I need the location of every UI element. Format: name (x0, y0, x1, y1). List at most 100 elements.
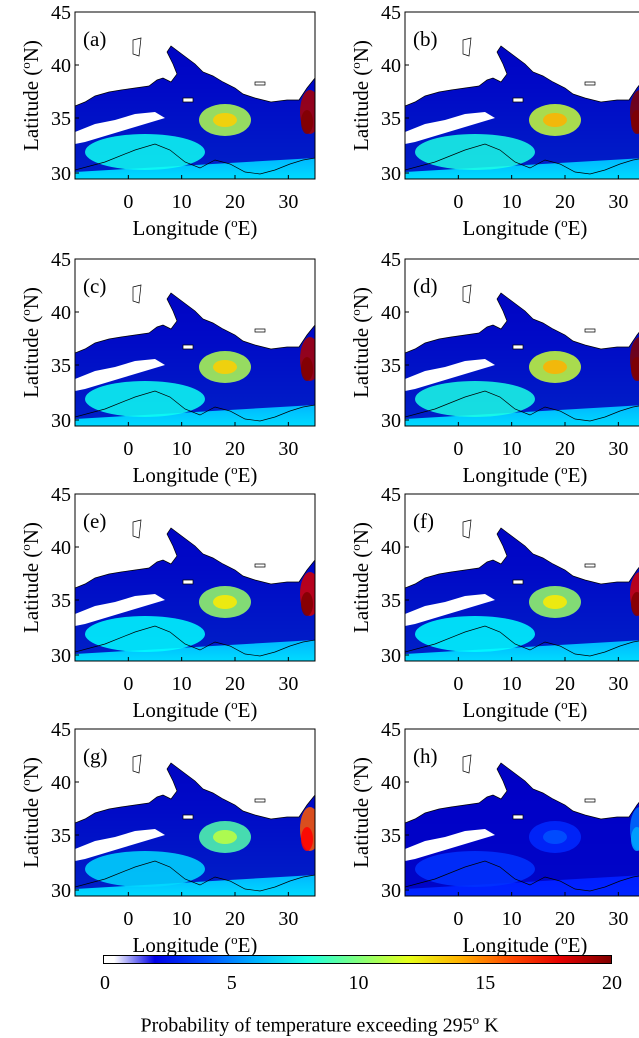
x-tick-label: 0 (123, 908, 133, 930)
x-tick-label: 0 (453, 673, 463, 695)
x-tick-label: 10 (172, 191, 192, 213)
y-axis-label: Latitude (oN) (18, 522, 43, 633)
y-tick-label: 40 (381, 537, 401, 559)
y-tick-label: 45 (381, 484, 401, 506)
x-tick-label: 30 (608, 191, 628, 213)
panel-label: (g) (83, 744, 108, 768)
y-axis-label: Latitude (oN) (18, 40, 43, 151)
x-tick-label: 0 (453, 438, 463, 460)
x-axis-label: Longitude (oE) (463, 215, 588, 240)
x-tick-label: 20 (555, 673, 575, 695)
sea-surface-field (75, 494, 315, 661)
x-tick-label: 0 (123, 191, 133, 213)
y-tick-label: 45 (51, 484, 71, 506)
y-tick-label: 30 (51, 163, 71, 185)
y-tick-label: 40 (381, 772, 401, 794)
y-tick-label: 30 (381, 645, 401, 667)
sea-surface-field (405, 729, 639, 896)
x-axis-label: Longitude (oE) (133, 462, 258, 487)
x-tick-label: 30 (278, 908, 298, 930)
panel-label: (b) (413, 27, 438, 51)
x-tick-label: 30 (278, 191, 298, 213)
x-tick-label: 0 (453, 908, 463, 930)
x-tick-label: 30 (278, 438, 298, 460)
x-tick-label: 30 (608, 908, 628, 930)
y-tick-label: 30 (51, 880, 71, 902)
y-tick-label: 35 (51, 825, 71, 847)
map-panel: (d) 45 40 35 30 0 10 20 30 Longitude (oE) Latitude… (330, 247, 639, 487)
y-tick-label: 45 (51, 719, 71, 741)
map-panel: (f) 45 40 35 30 0 10 20 30 Longitude (oE) Latitude… (330, 482, 639, 722)
colorbar-tick: 0 (100, 972, 110, 994)
x-tick-label: 30 (608, 438, 628, 460)
sea-surface-field (405, 12, 639, 179)
sea-surface-field (75, 12, 315, 179)
y-tick-label: 30 (381, 410, 401, 432)
x-tick-label: 30 (278, 673, 298, 695)
x-axis-label: Longitude (oE) (133, 932, 258, 957)
map-panel-svg: (f) 45 40 35 30 0 10 20 30 Longitude (oE) Latitude… (348, 484, 639, 722)
map-panel: (e) 45 40 35 30 0 10 20 30 Longitude (oE) Latitude… (0, 482, 330, 722)
y-tick-label: 40 (381, 55, 401, 77)
x-tick-label: 10 (502, 438, 522, 460)
panel-label: (e) (83, 509, 106, 533)
map-panel-svg: (d) 45 40 35 30 0 10 20 30 Longitude (oE) Latitude… (348, 249, 639, 487)
y-tick-label: 45 (381, 249, 401, 271)
x-tick-label: 20 (225, 191, 245, 213)
panel-label: (h) (413, 744, 438, 768)
y-tick-label: 35 (51, 355, 71, 377)
panel-label: (c) (83, 274, 106, 298)
panel-label: (f) (413, 509, 434, 533)
x-axis-label: Longitude (oE) (463, 697, 588, 722)
x-tick-label: 20 (555, 191, 575, 213)
x-tick-label: 10 (172, 673, 192, 695)
y-axis-label: Latitude (oN) (348, 287, 373, 398)
x-tick-label: 20 (225, 908, 245, 930)
map-panel: (g) 45 40 35 30 0 10 20 30 Longitude (oE) Latitude… (0, 717, 330, 957)
colorbar-title: Probability of temperature exceeding 295… (140, 1012, 499, 1037)
y-tick-label: 40 (51, 302, 71, 324)
y-tick-label: 30 (51, 645, 71, 667)
x-tick-label: 10 (502, 908, 522, 930)
sea-surface-field (405, 494, 639, 661)
x-tick-label: 10 (172, 908, 192, 930)
y-axis-label: Latitude (oN) (348, 40, 373, 151)
y-axis-label: Latitude (oN) (18, 287, 43, 398)
y-tick-label: 40 (51, 772, 71, 794)
y-tick-label: 35 (51, 108, 71, 130)
map-panel: (a) 45 40 35 30 0 10 20 30 Longitude (oE) Latitude… (0, 0, 330, 240)
colorbar-tick: 20 (602, 972, 622, 994)
colorbar (103, 955, 612, 964)
y-tick-label: 30 (381, 880, 401, 902)
x-axis-label: Longitude (oE) (463, 932, 588, 957)
y-tick-label: 35 (51, 590, 71, 612)
x-tick-label: 20 (555, 438, 575, 460)
x-tick-label: 20 (225, 673, 245, 695)
x-tick-label: 10 (502, 673, 522, 695)
map-panel: (b) 45 40 35 30 0 10 20 30 Longitude (oE) Latitude… (330, 0, 639, 240)
x-tick-label: 10 (502, 191, 522, 213)
colorbar-tick: 15 (475, 972, 496, 994)
x-tick-label: 30 (608, 673, 628, 695)
y-tick-label: 45 (381, 719, 401, 741)
x-axis-label: Longitude (oE) (133, 215, 258, 240)
panel-label: (a) (83, 27, 106, 51)
y-axis-label: Latitude (oN) (348, 522, 373, 633)
y-tick-label: 45 (51, 249, 71, 271)
y-axis-label: Latitude (oN) (348, 757, 373, 868)
map-panel-svg: (g) 45 40 35 30 0 10 20 30 Longitude (oE) Latitude… (18, 719, 316, 957)
y-tick-label: 35 (381, 108, 401, 130)
map-panel-svg: (a) 45 40 35 30 0 10 20 30 Longitude (oE) Latitude… (18, 2, 316, 240)
sea-surface-field (75, 729, 315, 896)
y-tick-label: 40 (51, 537, 71, 559)
map-panel: (h) 45 40 35 30 0 10 20 30 Longitude (oE) Latitude… (330, 717, 639, 957)
x-axis-label: Longitude (oE) (463, 462, 588, 487)
y-tick-label: 35 (381, 825, 401, 847)
x-tick-label: 20 (555, 908, 575, 930)
y-tick-label: 40 (51, 55, 71, 77)
x-tick-label: 0 (453, 191, 463, 213)
map-panel-svg: (h) 45 40 35 30 0 10 20 30 Longitude (oE) Latitude… (348, 719, 639, 957)
map-panel-svg: (e) 45 40 35 30 0 10 20 30 Longitude (oE) Latitude… (18, 484, 316, 722)
y-tick-label: 30 (51, 410, 71, 432)
y-axis-label: Latitude (oN) (18, 757, 43, 868)
